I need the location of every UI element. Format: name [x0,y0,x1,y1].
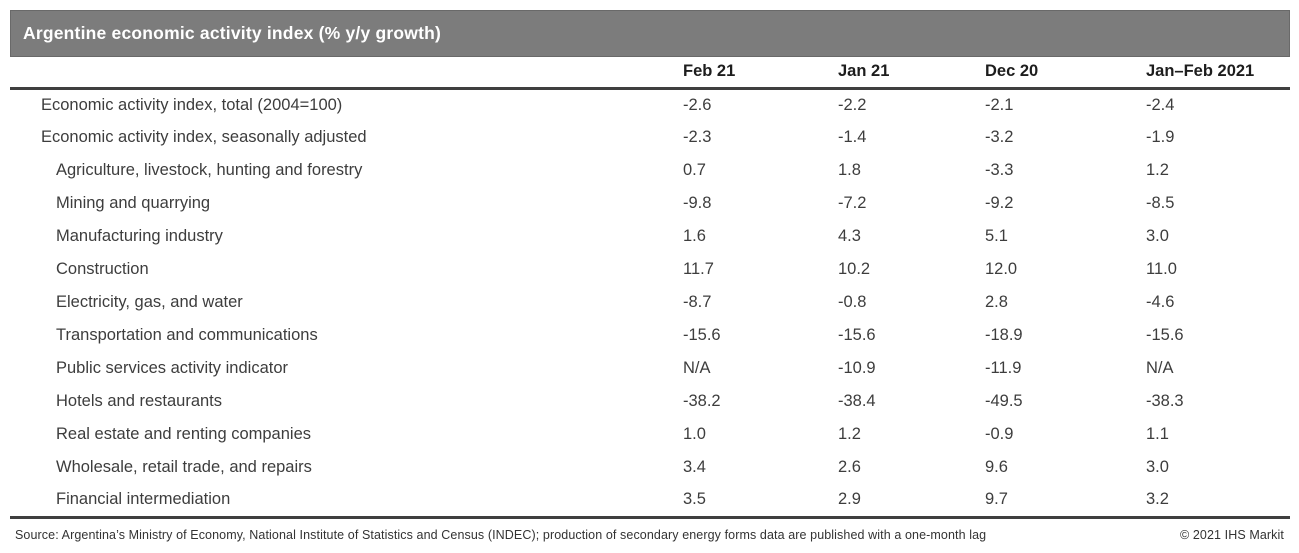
cell-value: -4.6 [1146,293,1175,311]
cell-value: -38.3 [1146,392,1184,410]
row-label: Real estate and renting companies [56,425,311,443]
cell-value: -2.1 [985,95,1014,114]
table-row: Hotels and restaurants -38.2 -38.4 -49.5… [10,385,1290,418]
cell-value: -8.7 [683,293,712,311]
column-header-jan21: Jan 21 [838,57,985,90]
table-title: Argentine economic activity index (% y/y… [23,23,442,43]
cell-value: -8.5 [1146,194,1175,212]
cell-value: -2.6 [683,95,712,114]
table-row: Construction 11.7 10.2 12.0 11.0 [10,253,1290,286]
row-label: Economic activity index, total (2004=100… [41,95,343,114]
cell-value: 1.8 [838,161,861,179]
table-row: Economic activity index, total (2004=100… [10,88,1290,121]
cell-value: 0.7 [683,161,706,179]
cell-value: -0.8 [838,293,867,311]
cell-value: -15.6 [683,326,721,344]
row-label: Wholesale, retail trade, and repairs [56,458,312,476]
cell-value: -1.9 [1146,128,1175,146]
cell-value: N/A [683,359,711,377]
source-note: Source: Argentina’s Ministry of Economy,… [15,527,987,542]
column-header-feb21: Feb 21 [683,57,838,90]
cell-value: 12.0 [985,260,1018,278]
cell-value: 1.0 [683,425,706,443]
cell-value: -15.6 [838,326,876,344]
cell-value: 1.2 [1146,161,1169,179]
cell-value: 1.2 [838,425,861,443]
cell-value: N/A [1146,359,1174,377]
cell-value: 9.7 [985,484,1146,519]
cell-value: -7.2 [838,194,867,212]
table-row: Public services activity indicator N/A -… [10,352,1290,385]
cell-value: 11.7 [683,260,714,278]
cell-value: 3.5 [683,484,838,519]
row-label: Hotels and restaurants [56,392,223,410]
copyright: © 2021 IHS Markit [1179,527,1284,542]
column-header-janfeb2021: Jan–Feb 2021 [1146,57,1290,90]
header-spacer [10,57,683,90]
cell-value: -0.9 [985,425,1014,443]
cell-value: 2.6 [838,458,861,476]
table-row: Agriculture, livestock, hunting and fore… [10,154,1290,187]
row-label: Transportation and communications [56,326,318,344]
table-row: Real estate and renting companies 1.0 1.… [10,418,1290,451]
row-label: Economic activity index, seasonally adju… [41,128,367,146]
row-label: Public services activity indicator [56,359,288,377]
cell-value: -3.3 [985,161,1014,179]
cell-value: -9.8 [683,194,712,212]
cell-value: 3.0 [1146,458,1169,476]
cell-value: 1.6 [683,227,706,245]
footer: Source: Argentina’s Ministry of Economy,… [10,519,1290,542]
row-label: Electricity, gas, and water [56,293,243,311]
cell-value: -11.9 [985,359,1022,377]
cell-value: 1.1 [1146,425,1169,443]
cell-value: 3.0 [1146,227,1169,245]
cell-value: -1.4 [838,128,867,146]
cell-value: 3.2 [1146,484,1290,519]
header-row: Feb 21 Jan 21 Dec 20 Jan–Feb 2021 [10,57,1290,90]
cell-value: -38.4 [838,392,876,410]
cell-value: -3.2 [985,128,1014,146]
cell-value: 4.3 [838,227,861,245]
cell-value: -38.2 [683,392,721,410]
cell-value: -2.3 [683,128,712,146]
table-row: Transportation and communications -15.6 … [10,319,1290,352]
table-row: Mining and quarrying -9.8 -7.2 -9.2 -8.5 [10,187,1290,220]
table-body: Economic activity index, total (2004=100… [10,88,1290,519]
economic-activity-table: Feb 21 Jan 21 Dec 20 Jan–Feb 2021 Econom… [10,57,1290,519]
cell-value: 10.2 [838,260,871,278]
cell-value: -15.6 [1146,326,1184,344]
table-row: Economic activity index, seasonally adju… [10,121,1290,154]
cell-value: -2.4 [1146,95,1175,114]
cell-value: 2.9 [838,484,985,519]
table-row: Manufacturing industry 1.6 4.3 5.1 3.0 [10,220,1290,253]
row-label: Financial intermediation [10,484,683,519]
cell-value: -2.2 [838,95,867,114]
cell-value: -18.9 [985,326,1023,344]
cell-value: -10.9 [838,359,876,377]
row-label: Mining and quarrying [56,194,211,212]
table-row: Financial intermediation 3.5 2.9 9.7 3.2 [10,484,1290,519]
row-label: Agriculture, livestock, hunting and fore… [56,161,363,179]
cell-value: 2.8 [985,293,1008,311]
row-label: Construction [56,260,149,278]
cell-value: -9.2 [985,194,1014,212]
cell-value: 3.4 [683,458,706,476]
cell-value: 9.6 [985,458,1008,476]
table-row: Electricity, gas, and water -8.7 -0.8 2.… [10,286,1290,319]
cell-value: -49.5 [985,392,1023,410]
table-row: Wholesale, retail trade, and repairs 3.4… [10,451,1290,484]
table-title-bar: Argentine economic activity index (% y/y… [10,10,1290,57]
row-label: Manufacturing industry [56,227,223,245]
column-header-dec20: Dec 20 [985,57,1146,90]
cell-value: 11.0 [1146,260,1177,278]
cell-value: 5.1 [985,227,1008,245]
